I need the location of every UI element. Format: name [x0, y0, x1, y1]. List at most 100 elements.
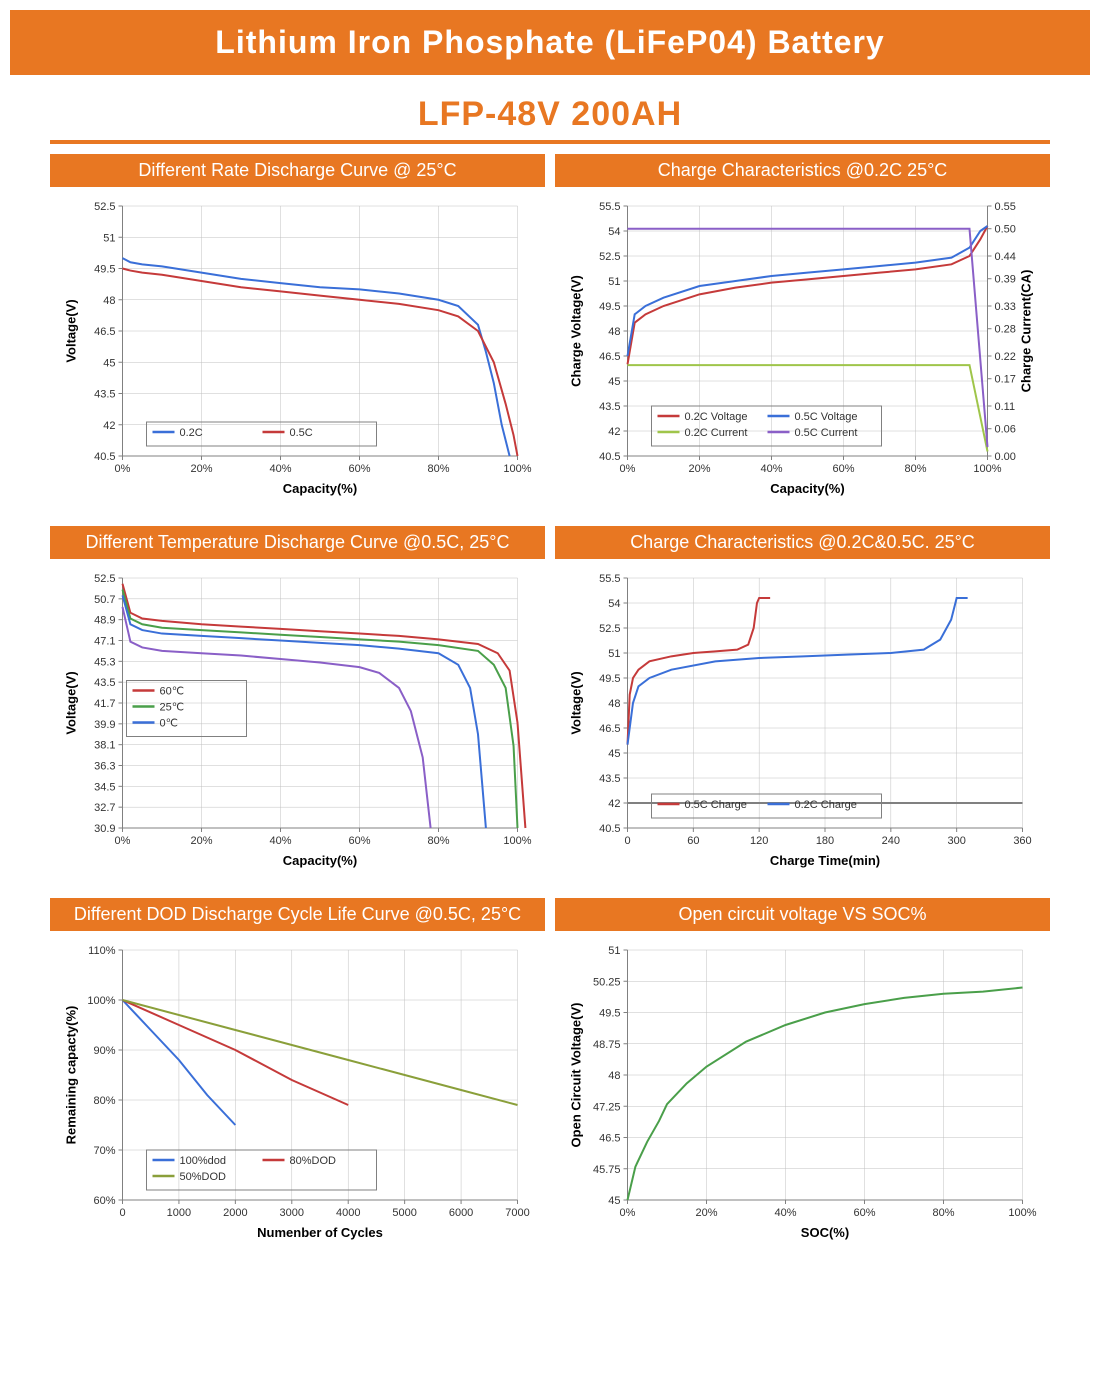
svg-text:60%: 60%: [348, 463, 370, 475]
svg-text:0.5C Charge: 0.5C Charge: [685, 799, 747, 811]
svg-text:0.2C Current: 0.2C Current: [685, 427, 748, 439]
svg-text:100%: 100%: [1008, 1207, 1036, 1219]
svg-text:46.5: 46.5: [599, 1133, 620, 1145]
svg-text:36.3: 36.3: [94, 761, 115, 773]
svg-text:300: 300: [947, 835, 965, 847]
svg-text:43.5: 43.5: [599, 401, 620, 413]
svg-text:48: 48: [608, 1070, 620, 1082]
svg-text:Charge Time(min): Charge Time(min): [770, 853, 880, 868]
svg-text:80%: 80%: [427, 463, 449, 475]
svg-text:32.7: 32.7: [94, 802, 115, 814]
panel-cycle-life: Different DOD Discharge Cycle Life Curve…: [50, 898, 545, 1260]
chart-discharge-rate: 0%20%40%60%80%100%40.54243.54546.54849.5…: [50, 191, 545, 511]
svg-text:34.5: 34.5: [94, 781, 115, 793]
svg-text:100%: 100%: [503, 835, 531, 847]
svg-text:51: 51: [608, 648, 620, 660]
svg-text:0℃: 0℃: [160, 718, 178, 730]
svg-text:120: 120: [750, 835, 768, 847]
svg-text:54: 54: [608, 226, 620, 238]
panel-ocv-soc: Open circuit voltage VS SOC% 0%20%40%60%…: [555, 898, 1050, 1260]
chart-ocv-soc: 0%20%40%60%80%100%4545.7546.547.254848.7…: [555, 935, 1050, 1255]
svg-text:45: 45: [103, 357, 115, 369]
svg-text:20%: 20%: [695, 1207, 717, 1219]
svg-text:45: 45: [608, 1195, 620, 1207]
svg-text:1000: 1000: [167, 1207, 191, 1219]
svg-text:54: 54: [608, 598, 620, 610]
svg-text:0.33: 0.33: [995, 301, 1016, 313]
svg-text:60%: 60%: [93, 1195, 115, 1207]
svg-text:40%: 40%: [269, 835, 291, 847]
svg-text:0.2C Charge: 0.2C Charge: [795, 799, 857, 811]
svg-text:Voltage(V): Voltage(V): [64, 671, 79, 734]
svg-text:47.1: 47.1: [94, 636, 115, 648]
svg-text:25℃: 25℃: [160, 702, 185, 714]
svg-text:0.2C: 0.2C: [180, 427, 203, 439]
svg-text:Numenber of Cycles: Numenber of Cycles: [257, 1225, 383, 1240]
svg-text:0%: 0%: [620, 1207, 636, 1219]
svg-text:60%: 60%: [832, 463, 854, 475]
svg-text:50.25: 50.25: [593, 976, 621, 988]
svg-text:51: 51: [103, 232, 115, 244]
svg-text:60℃: 60℃: [160, 686, 185, 698]
svg-text:55.5: 55.5: [599, 573, 620, 585]
svg-text:49.5: 49.5: [599, 1008, 620, 1020]
svg-text:50%DOD: 50%DOD: [180, 1171, 227, 1183]
svg-text:51: 51: [608, 276, 620, 288]
chart-charge-time: 06012018024030036040.54243.54546.54849.5…: [555, 563, 1050, 883]
svg-text:40.5: 40.5: [94, 451, 115, 463]
panel-discharge-rate: Different Rate Discharge Curve @ 25°C 0%…: [50, 154, 545, 516]
svg-text:39.9: 39.9: [94, 719, 115, 731]
svg-text:0.44: 0.44: [995, 251, 1016, 263]
svg-text:46.5: 46.5: [599, 351, 620, 363]
svg-text:0.55: 0.55: [995, 201, 1016, 213]
svg-text:0.17: 0.17: [995, 374, 1016, 386]
svg-text:70%: 70%: [93, 1145, 115, 1157]
svg-text:20%: 20%: [190, 463, 212, 475]
svg-text:90%: 90%: [93, 1045, 115, 1057]
svg-text:360: 360: [1013, 835, 1031, 847]
svg-text:48: 48: [608, 698, 620, 710]
svg-text:0%: 0%: [620, 463, 636, 475]
svg-text:5000: 5000: [392, 1207, 416, 1219]
svg-text:38.1: 38.1: [94, 740, 115, 752]
svg-text:52.5: 52.5: [94, 201, 115, 213]
svg-text:45.75: 45.75: [593, 1164, 621, 1176]
svg-text:0.5C Current: 0.5C Current: [795, 427, 858, 439]
svg-text:48.75: 48.75: [593, 1039, 621, 1051]
svg-text:80%: 80%: [427, 835, 449, 847]
svg-text:4000: 4000: [336, 1207, 360, 1219]
svg-text:41.7: 41.7: [94, 698, 115, 710]
svg-text:52.5: 52.5: [599, 623, 620, 635]
svg-text:0.22: 0.22: [995, 351, 1016, 363]
chart-title: Open circuit voltage VS SOC%: [555, 898, 1050, 931]
svg-text:42: 42: [103, 420, 115, 432]
svg-text:42: 42: [608, 426, 620, 438]
svg-text:40.5: 40.5: [599, 451, 620, 463]
svg-text:0%: 0%: [115, 463, 131, 475]
chart-grid: Different Rate Discharge Curve @ 25°C 0%…: [0, 154, 1100, 1290]
svg-text:0.00: 0.00: [995, 451, 1016, 463]
chart-title: Charge Characteristics @0.2C&0.5C. 25°C: [555, 526, 1050, 559]
svg-text:7000: 7000: [505, 1207, 529, 1219]
svg-text:240: 240: [882, 835, 900, 847]
svg-text:Capacity(%): Capacity(%): [770, 481, 844, 496]
svg-text:Capacity(%): Capacity(%): [283, 853, 357, 868]
svg-text:0.5C Voltage: 0.5C Voltage: [795, 411, 858, 423]
svg-text:50.7: 50.7: [94, 594, 115, 606]
svg-text:0.28: 0.28: [995, 324, 1016, 336]
svg-text:0.06: 0.06: [995, 424, 1016, 436]
svg-text:45: 45: [608, 748, 620, 760]
svg-text:Open Circuit Voltage(V): Open Circuit Voltage(V): [569, 1003, 584, 1148]
panel-temp-discharge: Different Temperature Discharge Curve @0…: [50, 526, 545, 888]
svg-text:2000: 2000: [223, 1207, 247, 1219]
svg-text:3000: 3000: [280, 1207, 304, 1219]
chart-title: Different Rate Discharge Curve @ 25°C: [50, 154, 545, 187]
svg-text:100%: 100%: [503, 463, 531, 475]
svg-text:40%: 40%: [760, 463, 782, 475]
chart-charge-char: 0%20%40%60%80%100%40.54243.54546.54849.5…: [555, 191, 1050, 511]
svg-text:80%: 80%: [932, 1207, 954, 1219]
svg-text:47.25: 47.25: [593, 1101, 621, 1113]
svg-text:Voltage(V): Voltage(V): [569, 671, 584, 734]
svg-text:55.5: 55.5: [599, 201, 620, 213]
svg-text:40.5: 40.5: [599, 823, 620, 835]
